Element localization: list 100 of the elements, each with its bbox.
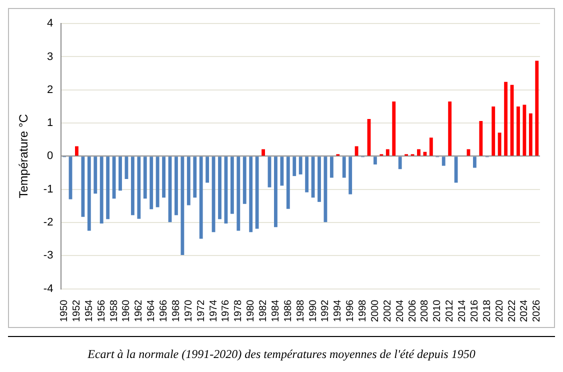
bar [206,156,210,183]
x-tick-label: 1998 [358,299,369,322]
x-tick-label: 2000 [370,299,381,322]
x-tick-label: 2026 [532,299,543,322]
y-tick-label: -3 [43,250,54,262]
x-tick-label: 1972 [196,299,207,322]
bar [230,156,234,214]
x-tick-label: 2018 [482,299,493,322]
bar [193,156,197,198]
bar [472,156,476,168]
bar [255,156,259,229]
x-tick-label: 1954 [84,299,95,322]
bar [280,156,284,186]
x-tick-label: 1950 [59,299,70,322]
bar [348,156,352,194]
bar [286,156,290,209]
bar [218,156,222,220]
bar [75,146,78,156]
y-tick-label: 1 [47,117,54,130]
x-tick-label: 1956 [96,299,108,322]
x-tick-label: 2014 [457,299,468,322]
x-tick-label: 1958 [108,299,120,322]
bar [504,82,508,156]
bar [492,106,496,156]
bar [174,156,178,216]
x-tick-label: 2008 [420,299,431,322]
bar [292,156,296,176]
bar [454,156,458,183]
y-tick-label: -1 [43,183,54,196]
bar [528,113,532,156]
y-tick-label: 4 [47,18,54,30]
bar [262,149,265,156]
bar [498,132,502,156]
bar [330,156,334,178]
x-tick-label: 2004 [394,299,406,322]
x-tick-label: 1992 [320,299,332,322]
x-tick-label: 1978 [233,299,244,322]
bar [94,156,98,194]
bar [392,101,396,156]
x-tick-label: 1964 [146,299,158,322]
bar [448,101,452,156]
x-tick-label: 1970 [183,299,194,322]
bar [318,156,321,202]
bar [162,156,166,198]
x-tick-label: 1982 [258,299,270,322]
x-tick-label: 2006 [407,299,418,322]
x-tick-label: 1976 [220,299,232,322]
bar [429,138,433,156]
y-tick-label: 0 [47,150,54,162]
bar [106,156,110,220]
y-tick-label: -2 [43,216,54,228]
y-axis-title: Température °C [16,114,31,198]
bar [143,156,147,199]
bar [479,121,483,156]
bar [522,104,526,156]
bar [442,156,446,166]
x-tick-label: 1980 [246,299,257,322]
bar [81,156,85,217]
bar [516,106,520,156]
bar [150,156,154,210]
bar [354,146,358,156]
bar [374,156,377,164]
bar [236,156,240,231]
text: Ecart à la normale (1991-2020) des températures moyennes de l'été depuis 1950 [86,347,476,362]
bar [386,149,390,156]
bar [242,156,246,204]
x-tick-label: 1966 [158,299,170,322]
x-tick-label: 2022 [506,299,518,322]
x-tick-label: 2002 [382,299,394,322]
x-tick-label: 2016 [469,299,480,322]
x-tick-label: 2010 [432,299,444,322]
bar [180,156,184,255]
bar [137,156,141,219]
bar [249,156,253,232]
bar [398,156,402,170]
bar [186,156,190,206]
y-tick-label: -4 [43,282,54,295]
x-tick-label: 1962 [134,299,145,322]
bar [130,156,134,216]
bar [535,60,539,156]
x-tick-label: 1960 [121,299,132,322]
bar [100,156,104,224]
x-tick-label: 1996 [345,299,356,322]
x-tick-label: 2020 [494,299,506,322]
x-tick-label: 1974 [208,299,220,322]
x-tick-label: 1986 [282,299,294,322]
x-tick-label: 1990 [308,299,319,322]
y-tick-label: 3 [47,50,54,63]
x-tick-label: 1952 [71,299,82,322]
x-tick-label: 2024 [519,299,530,322]
bar [156,156,160,208]
y-tick-label: 2 [47,84,54,96]
bar [417,149,420,156]
x-tick-label: 1984 [270,299,282,322]
x-tick-label: 1968 [170,299,182,322]
bar [423,152,427,156]
bar [199,156,203,239]
x-tick-label: 1994 [332,299,344,322]
bar [87,156,91,231]
bar [118,156,122,191]
